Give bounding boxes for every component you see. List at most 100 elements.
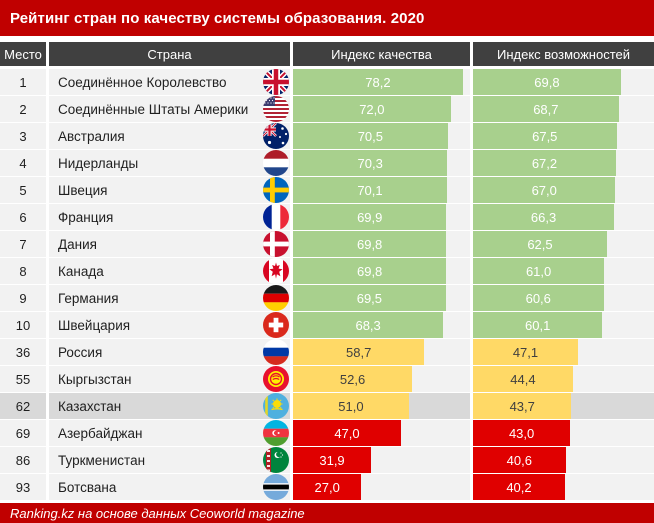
quality-cell: 69,8 [293,258,470,284]
flag-de-icon [263,285,289,311]
country-cell: Туркменистан [49,447,290,473]
opportunity-bar: 40,2 [473,474,565,500]
opportunity-value: 43,7 [509,398,535,414]
place-cell: 9 [0,285,46,311]
opportunity-value: 68,7 [533,101,559,117]
quality-value: 70,3 [357,155,383,171]
place-cell: 5 [0,177,46,203]
opportunity-value: 67,2 [531,155,558,171]
header-opportunity-index: Индекс возможностей [473,42,654,66]
quality-cell: 47,0 [293,420,470,446]
table-row: 4 Нидерланды 70,3 67,2 [0,150,654,176]
place-cell: 3 [0,123,46,149]
opportunity-cell: 40,2 [473,474,654,500]
opportunity-value: 40,2 [506,479,532,495]
flag-dk-icon [263,231,289,257]
country-name: Нидерланды [58,155,139,171]
country-cell: Азербайджан [49,420,290,446]
source-text: Ranking.kz на основе данных Ceoworld mag… [10,505,305,521]
quality-bar: 47,0 [293,420,401,446]
opportunity-bar: 67,2 [473,150,616,176]
place-cell: 6 [0,204,46,230]
quality-bar: 51,0 [293,393,409,419]
place-cell: 86 [0,447,46,473]
table-row: 7 Дания 69,8 62,5 [0,231,654,257]
opportunity-bar: 60,6 [473,285,604,311]
opportunity-value: 67,0 [531,182,557,198]
opportunity-cell: 67,5 [473,123,654,149]
flag-kg-icon [263,366,289,392]
country-cell: Кыргызстан [49,366,290,392]
quality-bar: 31,9 [293,447,372,473]
table-row: 36 Россия 58,7 47,1 [0,339,654,365]
place-cell: 7 [0,231,46,257]
place-cell: 4 [0,150,46,176]
opportunity-cell: 44,4 [473,366,654,392]
opportunity-cell: 43,7 [473,393,654,419]
flag-us-icon [263,96,289,122]
country-cell: Соединённые Штаты Америки [49,96,290,122]
quality-value: 69,8 [356,236,383,252]
quality-value: 47,0 [334,425,360,441]
opportunity-cell: 60,6 [473,285,654,311]
table-row: 3 Австралия 70,5 67,5 [0,123,654,149]
opportunity-value: 43,0 [508,425,535,441]
opportunity-cell: 66,3 [473,204,654,230]
country-name: Россия [58,344,103,360]
quality-cell: 68,3 [293,312,470,338]
table-row: 10 Швейцария 68,3 60,1 [0,312,654,338]
quality-bar: 27,0 [293,474,362,500]
quality-bar: 78,2 [293,69,463,95]
quality-value: 70,1 [357,182,383,198]
place-cell: 2 [0,96,46,122]
table-row: 6 Франция 69,9 66,3 [0,204,654,230]
opportunity-value: 62,5 [527,236,553,252]
quality-cell: 69,8 [293,231,470,257]
table-row: 86 Туркменистан 31,9 40,6 [0,447,654,473]
place-cell: 55 [0,366,46,392]
opportunity-bar: 60,1 [473,312,603,338]
header-place: Место [0,42,46,66]
table-header-row: Место Страна Индекс качества Индекс возм… [0,42,654,66]
country-name: Соединённые Штаты Америки [58,101,249,117]
quality-value: 78,2 [365,74,391,90]
flag-kz-icon [263,393,289,419]
quality-value: 52,6 [339,371,366,387]
quality-value: 68,3 [355,317,381,333]
opportunity-bar: 43,0 [473,420,571,446]
quality-cell: 69,5 [293,285,470,311]
opportunity-bar: 68,7 [473,96,619,122]
quality-bar: 69,9 [293,204,447,230]
country-name: Германия [58,290,119,306]
quality-cell: 78,2 [293,69,470,95]
quality-cell: 51,0 [293,393,470,419]
quality-bar: 70,3 [293,150,448,176]
quality-bar: 52,6 [293,366,413,392]
opportunity-bar: 44,4 [473,366,573,392]
quality-bar: 69,8 [293,231,447,257]
table-row: 62 Казахстан 51,0 43,7 [0,393,654,419]
quality-cell: 70,5 [293,123,470,149]
quality-cell: 70,3 [293,150,470,176]
flag-bw-icon [263,474,289,500]
place-cell: 1 [0,69,46,95]
opportunity-value: 66,3 [530,209,557,225]
country-name: Ботсвана [58,479,117,495]
quality-value: 31,9 [319,452,345,468]
quality-value: 69,9 [357,209,383,225]
flag-nl-icon [263,150,289,176]
country-name: Австралия [58,128,125,144]
title-bar: Рейтинг стран по качеству системы образо… [0,0,654,36]
table-row: 5 Швеция 70,1 67,0 [0,177,654,203]
opportunity-bar: 61,0 [473,258,605,284]
opportunity-value: 61,0 [525,263,552,279]
opportunity-value: 69,8 [534,74,560,90]
country-cell: Соединённое Королевство [49,69,290,95]
quality-bar: 70,1 [293,177,447,203]
flag-ch-icon [263,312,289,338]
quality-value: 72,0 [359,101,385,117]
opportunity-cell: 40,6 [473,447,654,473]
quality-cell: 72,0 [293,96,470,122]
country-name: Кыргызстан [58,371,132,387]
opportunity-value: 67,5 [532,128,558,144]
